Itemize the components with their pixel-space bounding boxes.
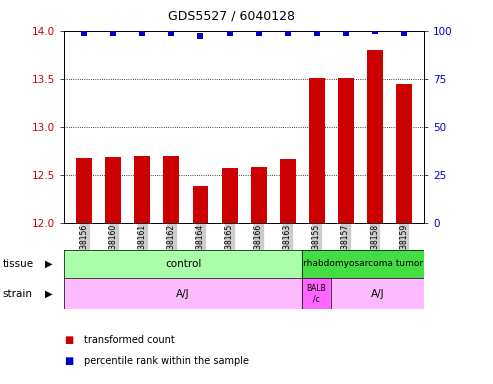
Point <box>313 30 320 36</box>
Text: ■: ■ <box>64 356 73 366</box>
Point <box>226 30 234 36</box>
Bar <box>106 157 121 223</box>
Bar <box>193 186 209 223</box>
Text: GDS5527 / 6040128: GDS5527 / 6040128 <box>168 10 295 23</box>
Text: A/J: A/J <box>371 289 385 299</box>
Bar <box>250 167 267 223</box>
Text: ■: ■ <box>64 335 73 345</box>
Bar <box>396 84 412 223</box>
Point <box>168 30 176 36</box>
Bar <box>280 159 295 223</box>
Text: BALB
/c: BALB /c <box>307 284 326 303</box>
Bar <box>331 278 424 309</box>
Bar <box>135 156 150 223</box>
Point <box>371 28 379 34</box>
Bar <box>64 278 302 309</box>
Bar <box>309 78 324 223</box>
Point <box>80 30 88 36</box>
Text: transformed count: transformed count <box>84 335 175 345</box>
Bar <box>302 250 424 278</box>
Bar <box>164 156 179 223</box>
Text: control: control <box>165 259 201 269</box>
Text: rhabdomyosarcoma tumor: rhabdomyosarcoma tumor <box>303 260 423 268</box>
Text: percentile rank within the sample: percentile rank within the sample <box>84 356 249 366</box>
Text: tissue: tissue <box>2 259 34 269</box>
Bar <box>367 50 383 223</box>
Bar <box>76 159 92 223</box>
Bar <box>338 78 353 223</box>
Point <box>400 30 408 36</box>
Point <box>342 30 350 36</box>
Text: A/J: A/J <box>176 289 190 299</box>
Text: strain: strain <box>2 289 33 299</box>
Bar <box>64 250 302 278</box>
Text: ▶: ▶ <box>44 289 52 299</box>
Point <box>254 30 262 36</box>
Bar <box>302 278 331 309</box>
Point <box>283 30 291 36</box>
Point <box>109 30 117 36</box>
Point <box>139 30 146 36</box>
Bar <box>221 168 238 223</box>
Point <box>197 33 205 40</box>
Text: ▶: ▶ <box>44 259 52 269</box>
